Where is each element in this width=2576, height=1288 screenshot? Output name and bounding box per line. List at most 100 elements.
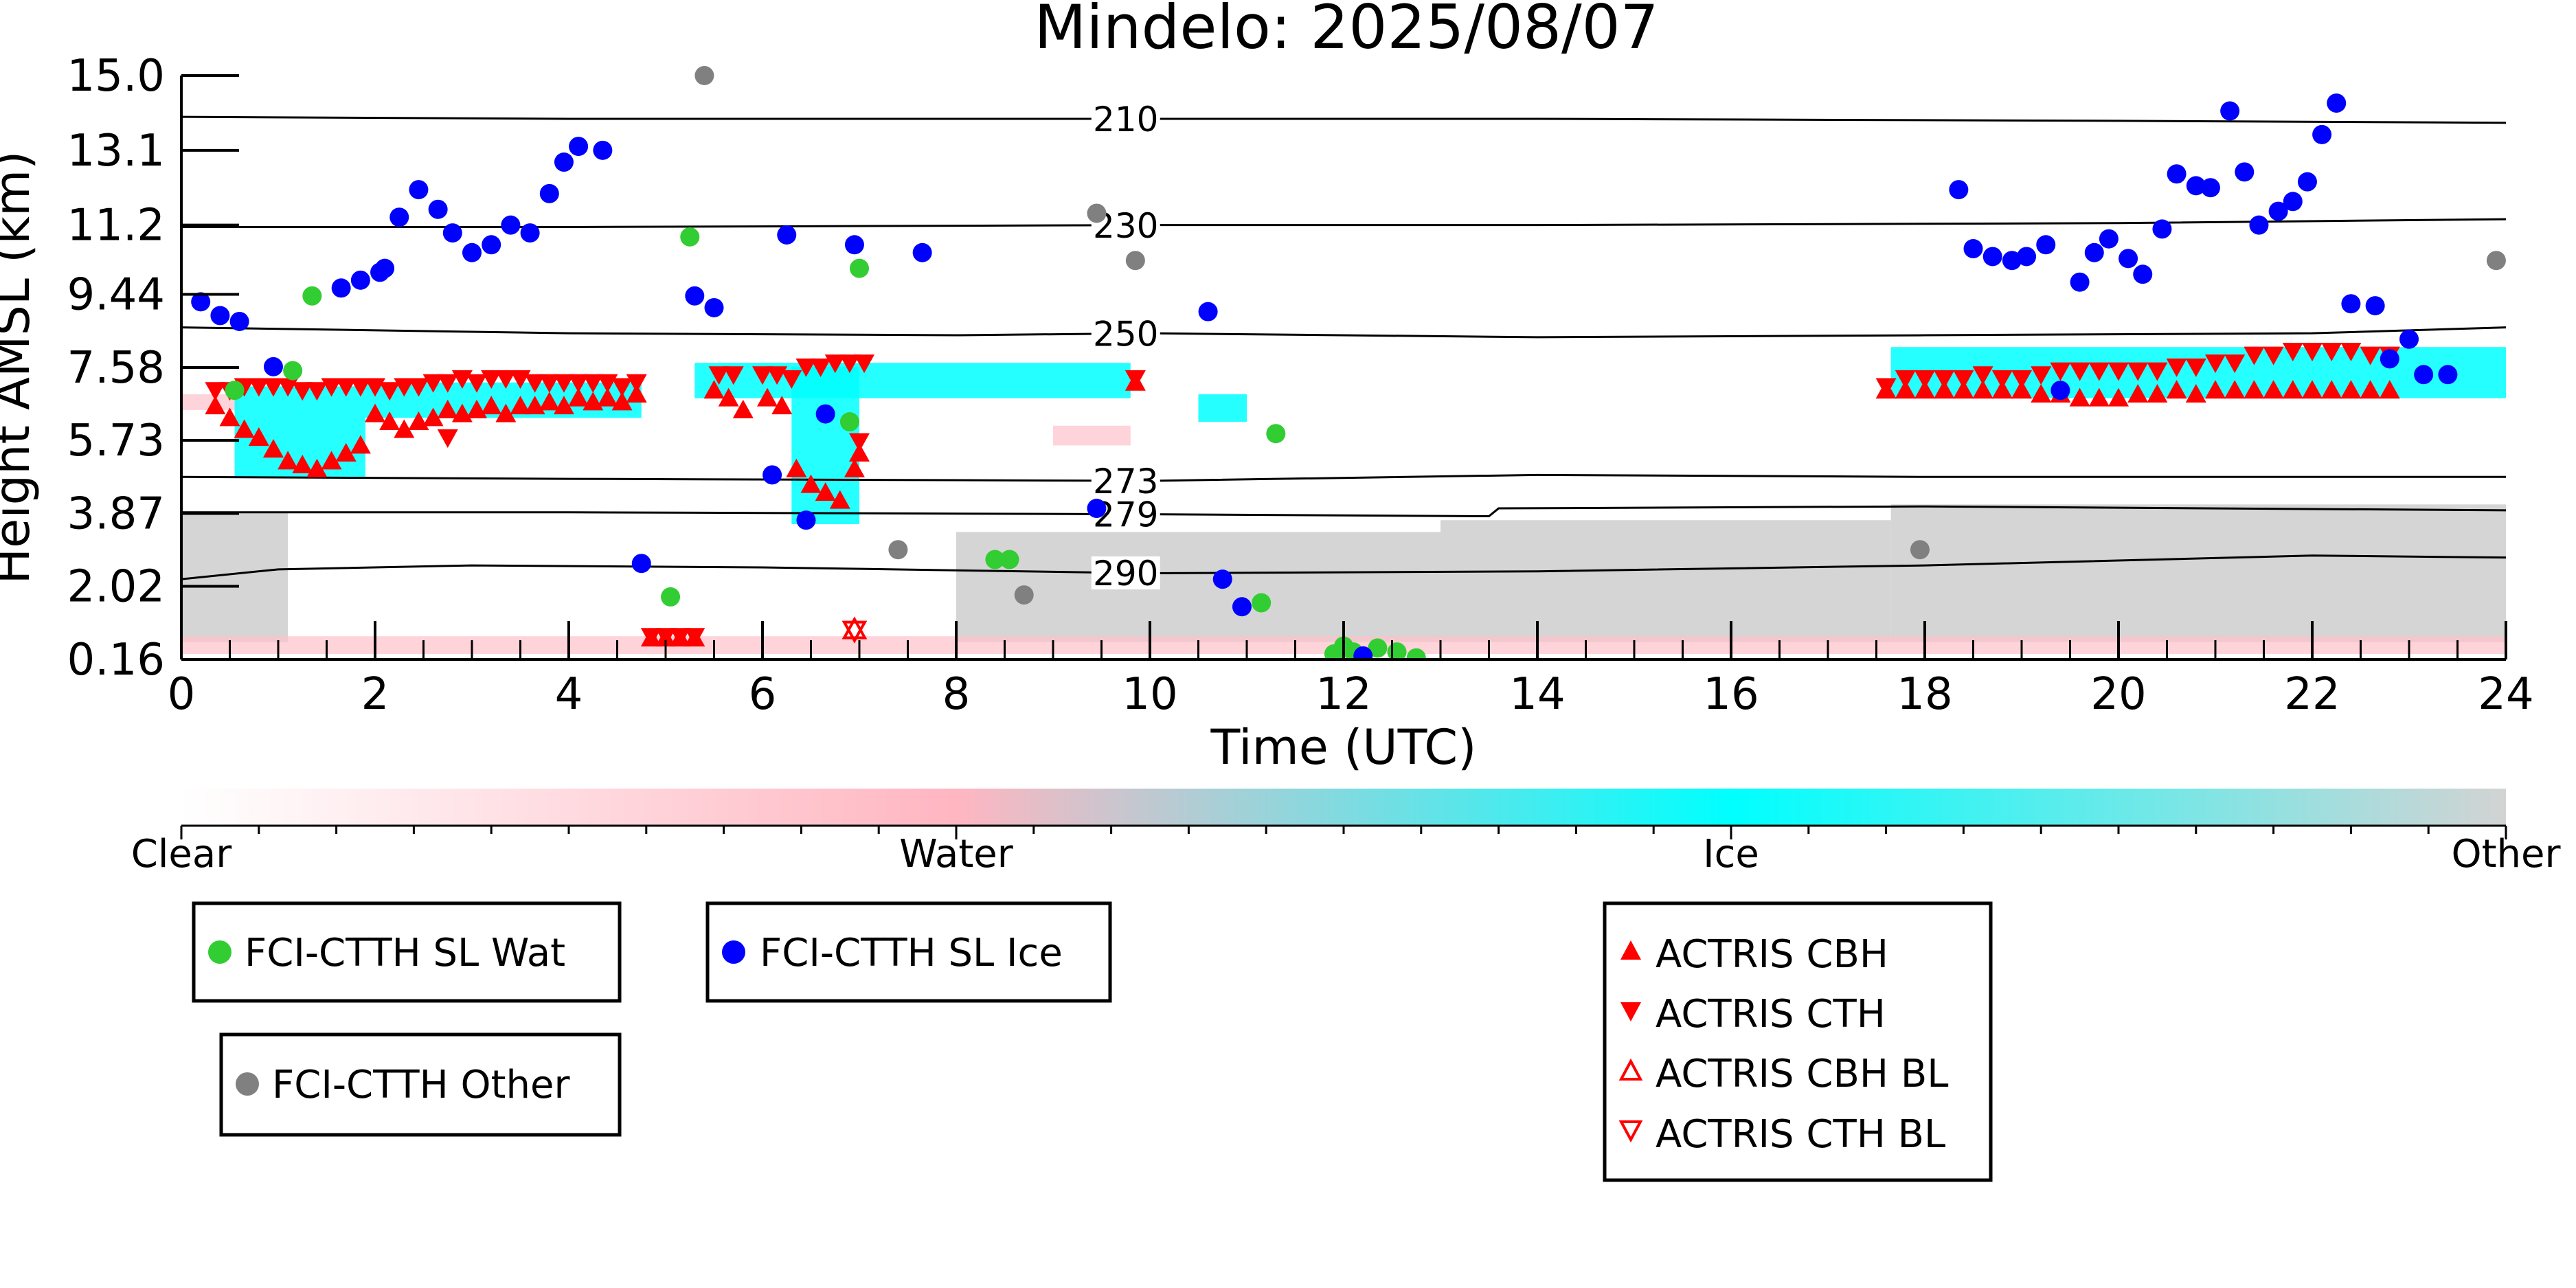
point-actris-cth	[839, 354, 860, 374]
point-actris-cbh	[1934, 380, 1955, 399]
legend-marker-other	[236, 1072, 259, 1096]
y-tick-label: 3.87	[67, 489, 166, 540]
point-actris-cth	[781, 370, 802, 389]
legend-marker-water	[208, 940, 231, 964]
point-fci-ctth-sl-ice	[2050, 381, 2070, 400]
point-fci-ctth-sl-ice	[593, 140, 613, 160]
x-tick-label: 16	[1703, 669, 1759, 720]
point-actris-cth	[2340, 342, 2362, 361]
point-actris-cth	[394, 378, 415, 397]
point-actris-cth	[524, 374, 545, 393]
point-actris-cth	[670, 628, 691, 647]
point-fci-ctth-sl-ice	[2152, 219, 2172, 239]
point-fci-ctth-sl-ice	[554, 152, 574, 172]
point-actris-cth	[292, 382, 313, 401]
y-tick-label: 5.73	[67, 416, 166, 466]
point-actris-cbh	[2379, 380, 2400, 399]
point-actris-cth	[626, 374, 647, 393]
point-fci-ctth-sl-ice	[2341, 294, 2361, 314]
legend-marker-cbh-bl	[1618, 1058, 1643, 1081]
y-tick-label: 7.58	[67, 343, 166, 394]
point-actris-cbh	[800, 474, 822, 493]
point-actris-cbh	[732, 399, 754, 418]
point-fci-ctth-sl-ice	[2220, 101, 2240, 121]
x-ticks: 0 2 4 6 8 10 12 14 16 18 20 22 24	[168, 621, 2534, 720]
point-actris-cbh-bl	[841, 616, 868, 640]
point-actris-cth	[422, 374, 444, 393]
point-fci-ctth-sl-ice	[2002, 251, 2022, 271]
point-actris-cth	[568, 374, 589, 393]
point-fci-ctth-sl-ice	[501, 215, 521, 235]
point-fci-ctth-other	[1125, 251, 1145, 271]
point-actris-cbh	[2069, 387, 2090, 407]
point-actris-cbh	[306, 458, 328, 477]
x-axis-label: Time (UTC)	[1210, 719, 1477, 776]
point-fci-ctth-sl-ice	[2084, 242, 2104, 262]
point-actris-cth	[437, 429, 458, 448]
point-fci-ctth-sl-ice	[815, 404, 835, 424]
colorbar-label-clear: Clear	[131, 832, 232, 877]
point-actris-cth	[2224, 354, 2246, 374]
point-actris-cbh	[437, 399, 458, 418]
point-fci-ctth-sl-ice	[2070, 272, 2090, 292]
y-ticks: 0.16 2.02 3.87 5.73 7.58 9.44 11.2 13.1 15.0	[67, 51, 239, 686]
point-actris-cth	[2360, 346, 2381, 365]
point-actris-cbh	[2185, 383, 2206, 403]
cloud-mask-ice	[1198, 394, 1247, 422]
point-fci-ctth-sl-ice	[685, 286, 705, 306]
colorbar-ticks	[180, 826, 2507, 839]
legend-label-ice: FCI-CTTH SL Ice	[760, 931, 1063, 975]
point-actris-cbh	[597, 387, 618, 407]
x-tick-label: 10	[1122, 669, 1177, 720]
point-actris-cbh	[2340, 380, 2362, 399]
isotherm-279	[181, 505, 2507, 518]
point-fci-ctth-sl-ice	[569, 137, 589, 157]
point-actris-cth	[2263, 346, 2284, 365]
legend-marker-cth-bl	[1618, 1120, 1643, 1143]
point-actris-cth	[321, 378, 342, 397]
point-actris-cth	[1895, 370, 1916, 389]
legend-marker-ice	[722, 940, 745, 964]
isotherm-label-210: 210	[1093, 100, 1158, 139]
point-actris-cth	[2031, 366, 2052, 385]
point-actris-cth	[1934, 370, 1955, 389]
point-fci-ctth-sl-ice	[1198, 302, 1218, 321]
point-actris-cth	[2108, 362, 2129, 381]
point-fci-ctth-sl-ice	[762, 465, 782, 485]
point-fci-ctth-sl-wat	[283, 361, 303, 381]
point-actris-cbh	[553, 396, 574, 415]
point-actris-cbh	[219, 407, 240, 427]
point-actris-cth	[849, 433, 870, 452]
legend-actris: ACTRIS CBH ACTRIS CTH ACTRIS CBH BL ACTR…	[1603, 901, 1993, 1182]
point-actris-cbh	[205, 396, 226, 415]
colorbar: Clear Water Ice Other	[131, 789, 2561, 877]
point-actris-cbh	[2263, 380, 2284, 399]
colorbar-label-water: Water	[899, 832, 1014, 877]
point-fci-ctth-sl-ice	[631, 554, 651, 574]
point-fci-ctth-sl-ice	[1232, 597, 1252, 617]
point-actris-cth	[795, 358, 817, 377]
point-actris-cbh	[1895, 380, 1916, 399]
point-fci-ctth-sl-ice	[350, 270, 370, 290]
point-actris-cth	[248, 378, 269, 397]
point-actris-cth	[655, 628, 676, 647]
point-fci-ctth-sl-ice	[442, 223, 462, 243]
point-actris-cth	[466, 374, 488, 393]
point-actris-cth	[2050, 362, 2071, 381]
point-fci-ctth-sl-ice	[2099, 229, 2119, 249]
point-fci-ctth-sl-ice	[2380, 349, 2399, 369]
point-fci-ctth-sl-ice	[1087, 499, 1107, 519]
point-actris-cth	[335, 378, 357, 397]
point-fci-ctth-sl-ice	[912, 242, 932, 262]
point-actris-cth	[2282, 342, 2303, 361]
point-actris-cbh	[2244, 380, 2265, 399]
legend-label-other: FCI-CTTH Other	[272, 1063, 570, 1107]
point-actris-cbh	[379, 411, 400, 431]
point-actris-cbh	[703, 380, 725, 399]
x-tick-label: 18	[1897, 669, 1952, 720]
point-actris-cbh	[481, 396, 502, 415]
point-actris-cbh	[2205, 380, 2226, 399]
legend-marker-cth	[1620, 1002, 1641, 1021]
point-fci-ctth-sl-ice	[409, 180, 429, 200]
point-fci-ctth-sl-ice	[2186, 176, 2206, 196]
